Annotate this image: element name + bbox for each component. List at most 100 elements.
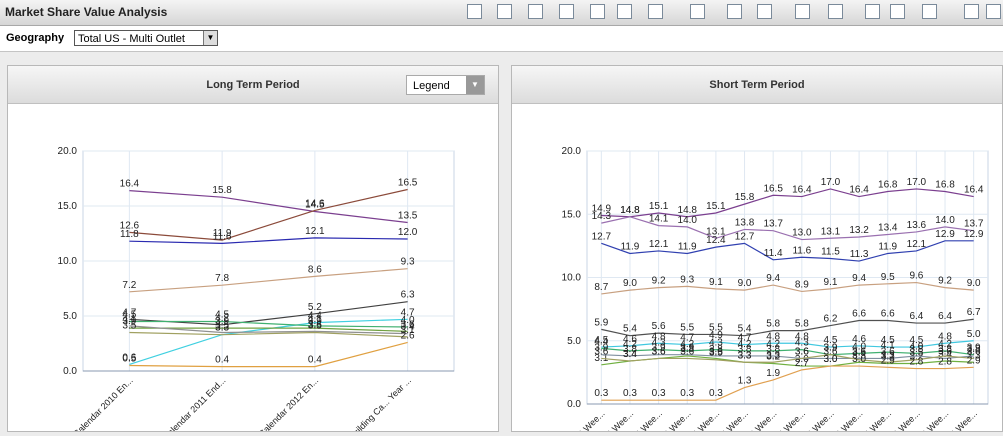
data-label: 3.3 bbox=[766, 350, 780, 361]
filter-label: Geography bbox=[6, 32, 65, 44]
icon[interactable] bbox=[757, 4, 772, 19]
x-tick-label: 4 Wee... bbox=[891, 408, 922, 431]
data-label: 3.4 bbox=[623, 349, 637, 360]
data-label: 3.5 bbox=[122, 321, 136, 332]
data-label: 3.3 bbox=[738, 350, 752, 361]
icon[interactable] bbox=[865, 4, 880, 19]
x-tick-label: 4 Wee... bbox=[834, 408, 865, 431]
data-label: 13.0 bbox=[792, 228, 812, 239]
data-label: 8.6 bbox=[308, 264, 322, 275]
panel: Long Term Period Legend ▼ 0.0 5.0 10.0 15.0 2… bbox=[7, 65, 499, 432]
x-tick-label: 4 Wee... bbox=[777, 408, 808, 431]
data-label: 3.8 bbox=[909, 344, 923, 355]
icon[interactable] bbox=[890, 4, 905, 19]
x-tick-label: 4 Wee... bbox=[920, 408, 951, 431]
icon[interactable] bbox=[690, 4, 705, 19]
data-label: 16.5 bbox=[763, 183, 783, 194]
data-label: 15.8 bbox=[735, 192, 755, 203]
data-label: 3.6 bbox=[795, 346, 809, 357]
series-line bbox=[601, 240, 974, 262]
data-label: 3.9 bbox=[967, 343, 981, 354]
y-tick-label: 5.0 bbox=[63, 311, 77, 322]
data-label: 3.9 bbox=[122, 316, 136, 327]
series-line bbox=[601, 216, 974, 241]
data-label: 9.2 bbox=[652, 276, 666, 287]
x-tick-label: 4 Wee... bbox=[633, 408, 664, 431]
data-label: 14.6 bbox=[305, 198, 325, 209]
data-label: 12.9 bbox=[935, 229, 955, 240]
data-label: 4.2 bbox=[738, 339, 752, 350]
icon[interactable] bbox=[590, 4, 605, 19]
icon[interactable] bbox=[964, 4, 979, 19]
data-label: 3.8 bbox=[709, 344, 723, 355]
data-label: 15.8 bbox=[212, 185, 232, 196]
data-label: 3.0 bbox=[795, 354, 809, 365]
data-label: 2.8 bbox=[909, 357, 923, 368]
data-label: 0.3 bbox=[623, 388, 637, 399]
data-label: 3.3 bbox=[967, 350, 981, 361]
series-line bbox=[601, 318, 974, 337]
data-label: 3.2 bbox=[909, 352, 923, 363]
panel-title: Short Term Period bbox=[709, 79, 805, 91]
icon[interactable] bbox=[467, 4, 482, 19]
app-title: Market Share Value Analysis bbox=[5, 5, 168, 19]
geography-select[interactable]: Total US - Multi Outlet ▼ bbox=[74, 30, 218, 46]
y-tick-label: 10.0 bbox=[58, 256, 78, 267]
data-label: 11.5 bbox=[821, 247, 840, 258]
dropdown-arrow[interactable]: ▼ bbox=[466, 76, 484, 94]
icon[interactable] bbox=[648, 4, 663, 19]
filter-bar: Geography Total US - Multi Outlet ▼ bbox=[0, 27, 1003, 52]
icon[interactable] bbox=[497, 4, 512, 19]
icon[interactable] bbox=[559, 4, 574, 19]
series-line bbox=[129, 190, 408, 224]
data-label: 14.8 bbox=[678, 205, 698, 216]
y-tick-label: 0.0 bbox=[567, 399, 581, 410]
data-label: 12.1 bbox=[305, 226, 325, 237]
data-label: 9.0 bbox=[623, 278, 637, 289]
data-label: 9.0 bbox=[967, 278, 981, 289]
data-label: 13.7 bbox=[964, 219, 984, 230]
data-label: 4.2 bbox=[766, 339, 780, 350]
icon[interactable] bbox=[828, 4, 843, 19]
legend-dropdown[interactable]: Legend ▼ bbox=[406, 75, 485, 95]
data-label: 8.9 bbox=[795, 279, 809, 290]
y-tick-label: 20.0 bbox=[58, 146, 78, 157]
icon[interactable] bbox=[528, 4, 543, 19]
data-label: 3.5 bbox=[852, 348, 866, 359]
data-label: 6.2 bbox=[824, 314, 838, 325]
data-label: 4.2 bbox=[215, 313, 229, 324]
data-label: 3.2 bbox=[881, 352, 895, 363]
x-tick-label: Calendar 2012 En... bbox=[257, 375, 321, 431]
data-label: 16.8 bbox=[878, 179, 898, 190]
data-label: 2.9 bbox=[881, 355, 895, 366]
data-label: 3.0 bbox=[824, 354, 838, 365]
panel-title: Long Term Period bbox=[206, 79, 300, 91]
data-label: 14.9 bbox=[592, 204, 612, 215]
icon[interactable] bbox=[795, 4, 810, 19]
icon[interactable] bbox=[922, 4, 937, 19]
data-label: 14.1 bbox=[649, 214, 669, 225]
data-label: 9.0 bbox=[738, 278, 752, 289]
data-label: 3.1 bbox=[401, 325, 415, 336]
series-line bbox=[129, 341, 408, 368]
data-label: 6.6 bbox=[852, 309, 866, 320]
data-label: 13.8 bbox=[735, 217, 755, 228]
data-label: 3.3 bbox=[215, 323, 229, 334]
select-arrow[interactable]: ▼ bbox=[203, 31, 217, 45]
data-label: 3.5 bbox=[709, 348, 723, 359]
y-tick-label: 15.0 bbox=[562, 209, 582, 220]
data-label: 12.6 bbox=[120, 220, 140, 231]
icon[interactable] bbox=[617, 4, 632, 19]
data-label: 4.8 bbox=[938, 331, 952, 342]
data-label: 4.5 bbox=[881, 335, 895, 346]
data-label: 5.2 bbox=[308, 302, 322, 313]
data-label: 0.6 bbox=[122, 352, 136, 363]
x-tick-label: 4 Wee... bbox=[948, 408, 979, 431]
icon[interactable] bbox=[986, 4, 1001, 19]
x-tick-label: Building Ca... Year ... bbox=[347, 375, 414, 431]
panel: Short Term Period 0.0 5.0 10.0 15.0 20.0 4 We… bbox=[511, 65, 1003, 432]
data-label: 13.2 bbox=[849, 225, 869, 236]
icon[interactable] bbox=[727, 4, 742, 19]
data-label: 3.6 bbox=[938, 346, 952, 357]
data-label: 13.7 bbox=[763, 219, 783, 230]
